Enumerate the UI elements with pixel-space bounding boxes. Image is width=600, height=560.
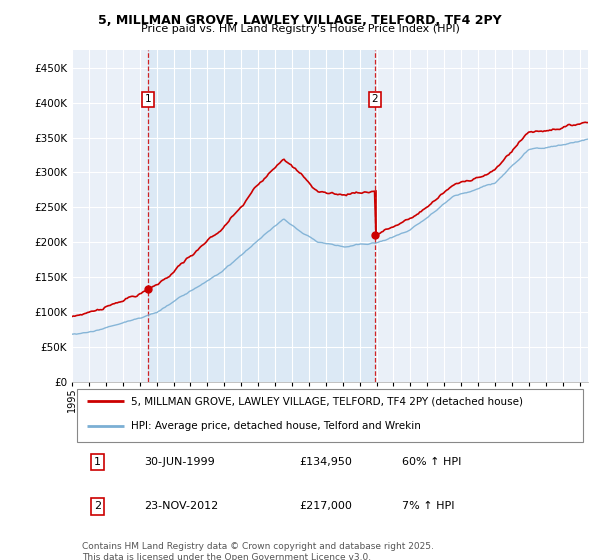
Text: 30-JUN-1999: 30-JUN-1999 (144, 457, 215, 467)
Bar (148, 50, 375, 382)
Text: 1: 1 (145, 94, 151, 104)
Text: £134,950: £134,950 (299, 457, 352, 467)
Text: 5, MILLMAN GROVE, LAWLEY VILLAGE, TELFORD, TF4 2PY: 5, MILLMAN GROVE, LAWLEY VILLAGE, TELFOR… (98, 14, 502, 27)
Text: 2: 2 (94, 502, 101, 511)
Text: 1: 1 (94, 457, 101, 467)
Text: HPI: Average price, detached house, Telford and Wrekin: HPI: Average price, detached house, Telf… (131, 421, 421, 431)
Text: 60% ↑ HPI: 60% ↑ HPI (402, 457, 461, 467)
Text: 23-NOV-2012: 23-NOV-2012 (144, 502, 218, 511)
FancyBboxPatch shape (77, 389, 583, 442)
Text: 2: 2 (371, 94, 378, 104)
Text: 7% ↑ HPI: 7% ↑ HPI (402, 502, 455, 511)
Text: 5, MILLMAN GROVE, LAWLEY VILLAGE, TELFORD, TF4 2PY (detached house): 5, MILLMAN GROVE, LAWLEY VILLAGE, TELFOR… (131, 396, 523, 406)
Text: Contains HM Land Registry data © Crown copyright and database right 2025.
This d: Contains HM Land Registry data © Crown c… (82, 542, 434, 560)
Text: £217,000: £217,000 (299, 502, 352, 511)
Text: Price paid vs. HM Land Registry's House Price Index (HPI): Price paid vs. HM Land Registry's House … (140, 24, 460, 34)
